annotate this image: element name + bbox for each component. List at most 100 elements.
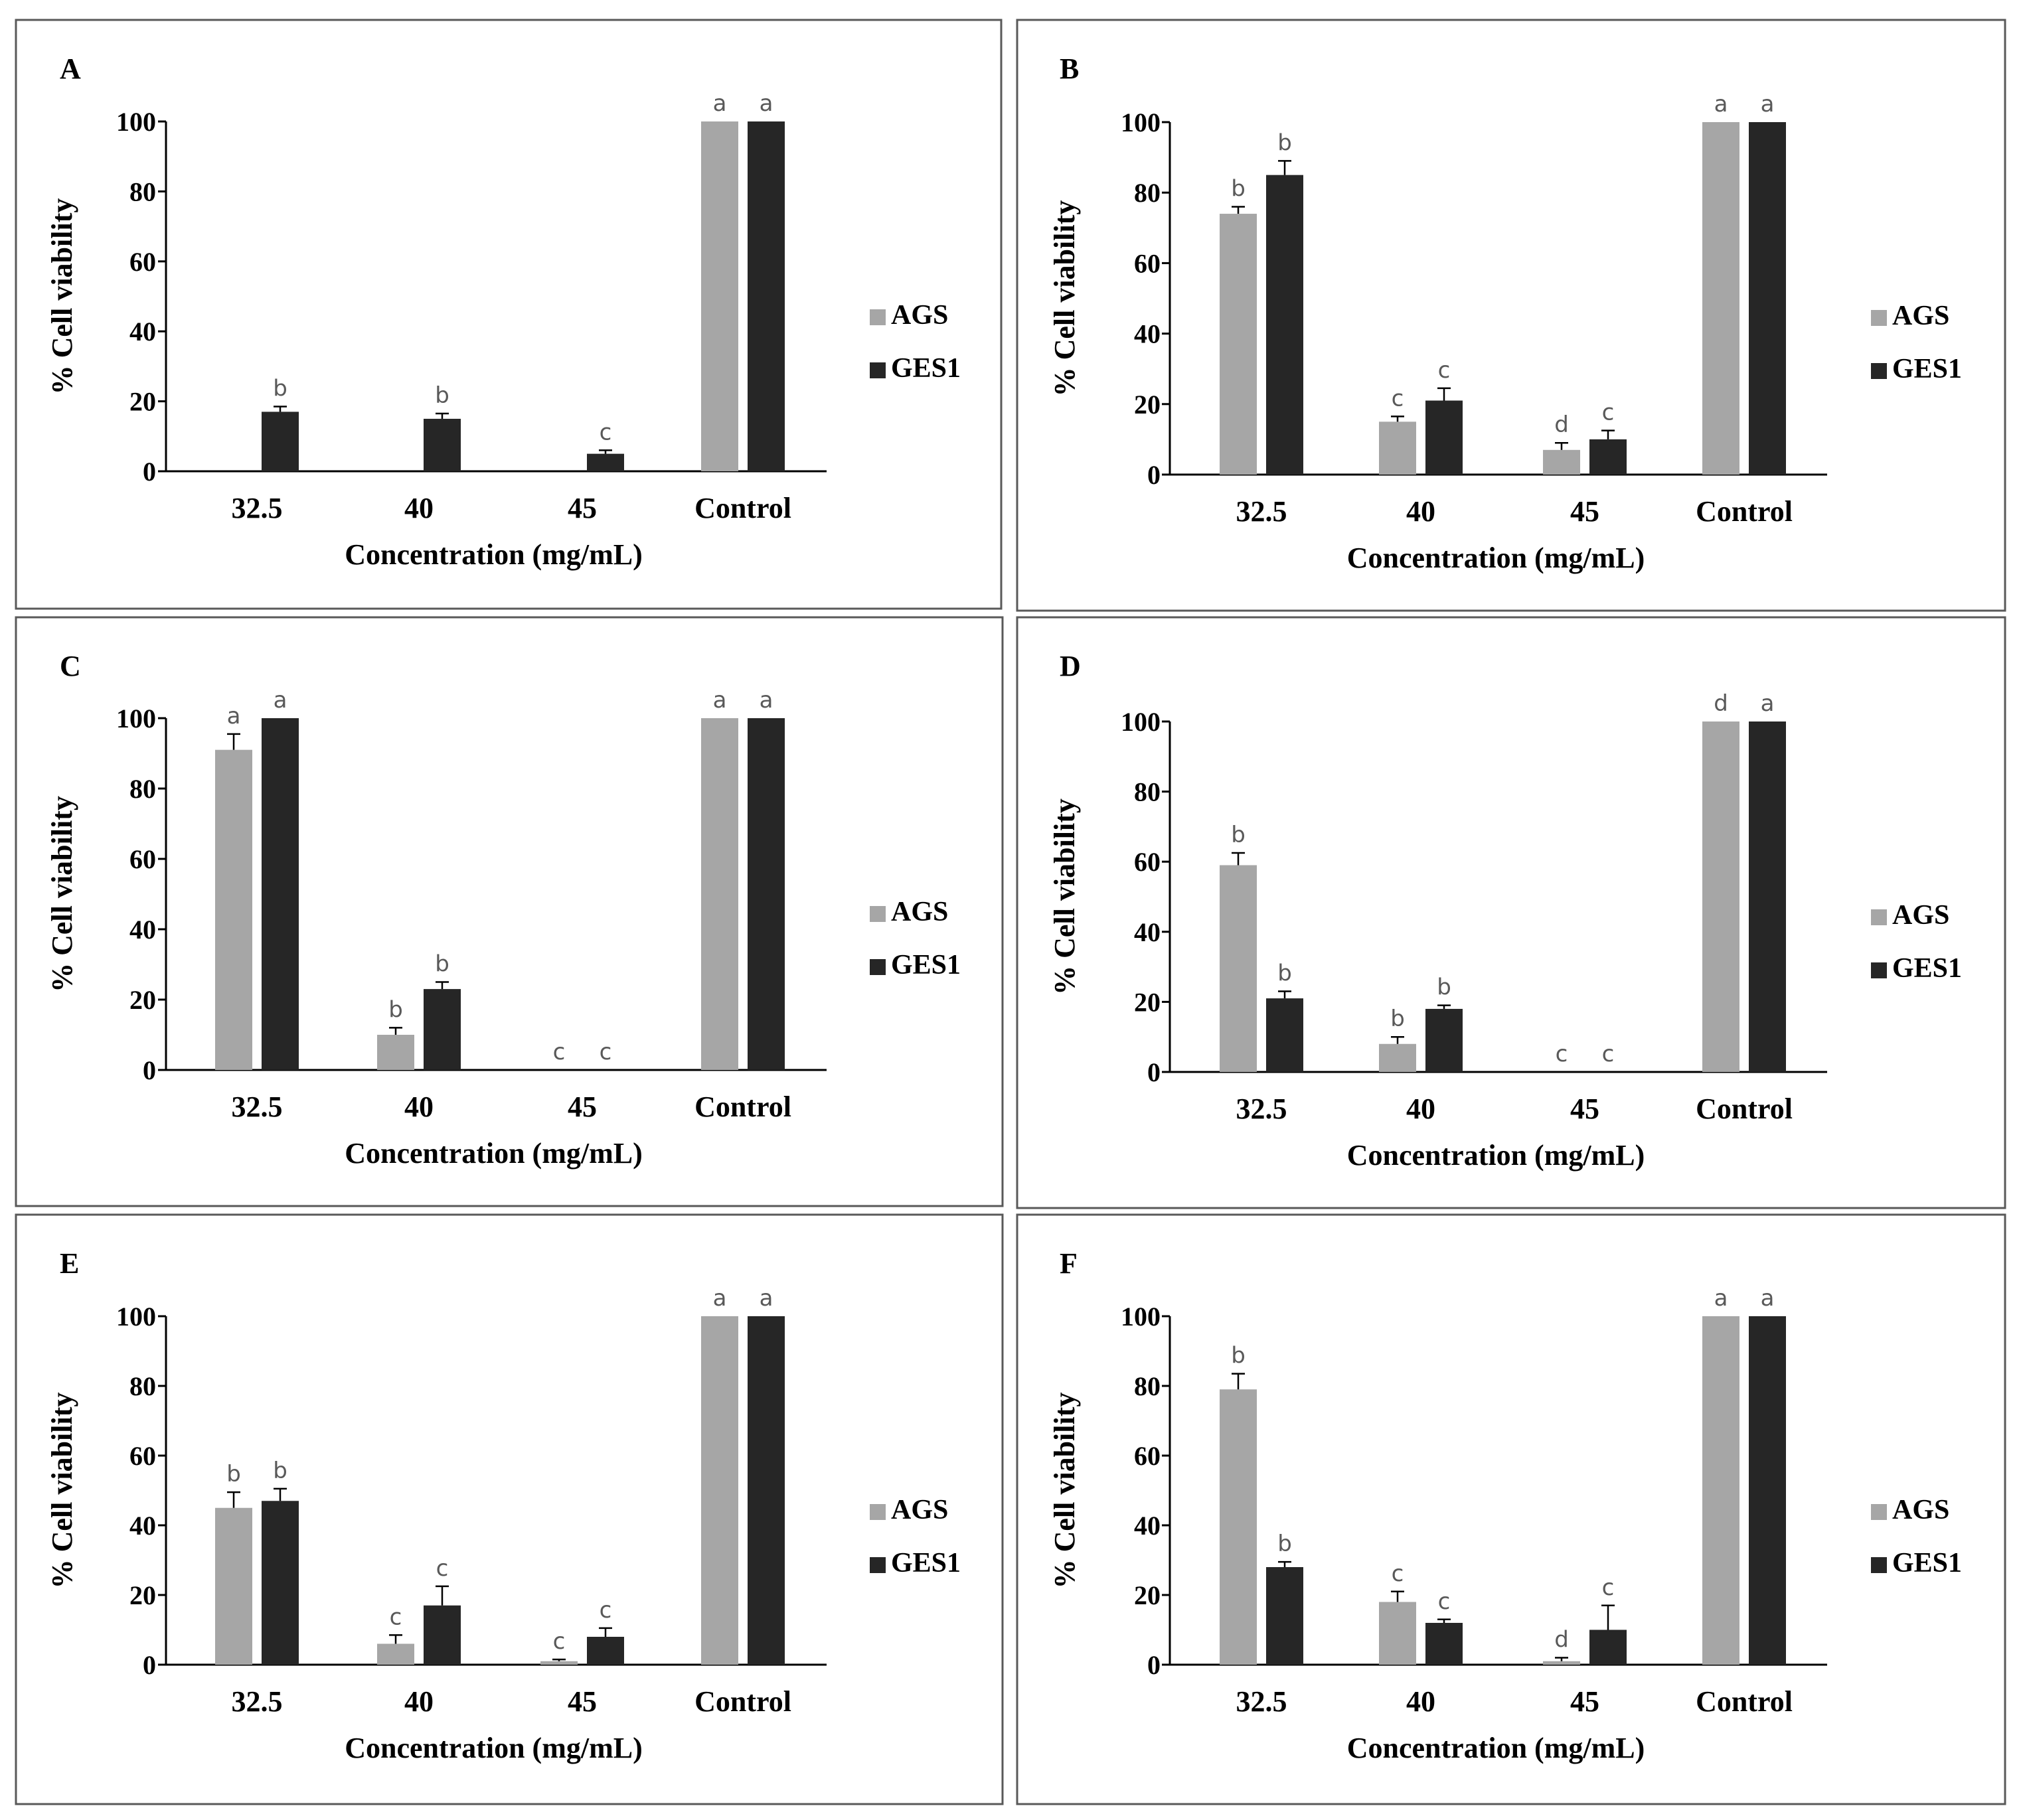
y-tick-label: 80: [1134, 178, 1161, 208]
legend-swatch-ags: [1871, 909, 1887, 925]
x-tick-label: 40: [404, 1685, 434, 1718]
bar-ges1: [1266, 1567, 1303, 1665]
significance-letter: a: [760, 1285, 773, 1312]
bar-ges1: [262, 412, 299, 471]
y-tick-label: 20: [129, 387, 156, 417]
panel-label: D: [1060, 650, 1081, 682]
significance-letter: a: [713, 90, 727, 117]
significance-letter: c: [436, 1555, 449, 1582]
bar-ags: [377, 1643, 414, 1665]
y-tick-label: 100: [1121, 707, 1161, 737]
y-axis-title: % Cell viability: [46, 198, 78, 395]
panel-frame: [15, 1213, 1004, 1805]
x-tick-label: 45: [568, 1685, 597, 1718]
bar-ags: [1702, 721, 1739, 1072]
bar-ges1: [1589, 439, 1627, 475]
y-tick-label: 20: [1134, 1580, 1161, 1610]
legend-label-ges1: GES1: [891, 353, 961, 384]
legend-swatch-ges1: [1871, 962, 1887, 978]
legend-label-ges1: GES1: [1892, 1548, 1962, 1578]
y-tick-label: 80: [1134, 777, 1161, 807]
panel-c: C 0 20 40 60 80 100 % Cell viability a a 32.5 b b 40 c…: [15, 616, 1004, 1207]
bar-ges1: [424, 1605, 461, 1665]
bar-ges1: [1749, 122, 1786, 475]
legend-swatch-ges1: [870, 1557, 886, 1573]
y-tick-label: 0: [143, 1055, 156, 1085]
y-axis-title: % Cell viability: [1048, 1393, 1081, 1589]
y-tick-label: 80: [129, 1371, 156, 1401]
panel-frame: [1016, 1213, 2006, 1805]
panel-label: F: [1060, 1247, 1078, 1280]
panel-label: E: [60, 1247, 79, 1280]
y-tick-label: 0: [1147, 1057, 1161, 1087]
y-tick-label: 60: [1134, 248, 1161, 278]
significance-letter: a: [1761, 690, 1775, 717]
significance-letter: b: [435, 382, 449, 409]
bar-ges1: [748, 121, 785, 471]
y-tick-label: 60: [129, 1441, 156, 1471]
legend-label-ges1: GES1: [891, 950, 961, 980]
y-tick-label: 40: [129, 915, 156, 945]
x-tick-label: 32.5: [232, 492, 283, 524]
significance-letter: b: [226, 1461, 241, 1487]
panel-label: A: [60, 52, 81, 85]
bar-ags: [215, 1507, 252, 1665]
legend-label-ges1: GES1: [1892, 953, 1962, 984]
significance-letter: c: [600, 419, 612, 445]
x-axis-title: Concentration (mg/mL): [345, 1732, 643, 1764]
y-tick-label: 20: [129, 1580, 156, 1610]
legend-swatch-ags: [870, 309, 886, 325]
significance-letter: c: [1602, 1574, 1615, 1601]
significance-letter: a: [713, 687, 727, 714]
legend-label-ges1: GES1: [1892, 354, 1962, 384]
y-tick-label: 100: [116, 704, 156, 733]
y-tick-label: 40: [129, 317, 156, 346]
x-axis-title: Concentration (mg/mL): [1347, 1732, 1645, 1764]
significance-letter: c: [553, 1039, 566, 1065]
legend-swatch-ags: [1871, 1504, 1887, 1520]
significance-letter: a: [713, 1285, 727, 1312]
y-tick-label: 0: [143, 457, 156, 487]
x-tick-label: 45: [568, 1091, 597, 1123]
significance-letter: c: [1602, 1041, 1615, 1067]
bar-ags: [701, 718, 738, 1070]
significance-letter: c: [600, 1597, 612, 1624]
x-tick-label: 40: [1406, 1685, 1435, 1718]
x-axis-title: Concentration (mg/mL): [345, 1137, 643, 1170]
panel-e: E 0 20 40 60 80 100 % Cell viability b b 32.5 c c 40 c…: [15, 1213, 1004, 1805]
significance-letter: c: [390, 1604, 402, 1630]
bar-ags: [1379, 1043, 1416, 1072]
bar-ags: [1379, 1602, 1416, 1665]
bar-ges1: [587, 1637, 624, 1665]
bar-ags: [1543, 1661, 1580, 1665]
bar-ges1: [587, 453, 624, 471]
significance-letter: b: [388, 996, 403, 1023]
significance-letter: b: [1231, 175, 1246, 202]
significance-letter: c: [1438, 357, 1451, 384]
y-axis-title: % Cell viability: [1048, 798, 1081, 995]
bar-ges1: [262, 718, 299, 1070]
x-tick-label: 40: [404, 1091, 434, 1123]
bar-ges1: [424, 418, 461, 471]
x-tick-label: Control: [1696, 1685, 1793, 1718]
significance-letter: a: [1714, 91, 1728, 117]
significance-letter: a: [1714, 1285, 1728, 1312]
significance-letter: c: [553, 1628, 566, 1655]
significance-letter: b: [1277, 960, 1292, 987]
panel-frame: [1016, 616, 2006, 1209]
significance-letter: b: [273, 376, 287, 402]
significance-letter: d: [1554, 1627, 1569, 1653]
x-tick-label: 45: [1570, 495, 1599, 528]
y-tick-label: 40: [129, 1511, 156, 1541]
legend-label-ags: AGS: [891, 897, 948, 927]
bar-ags: [701, 1316, 738, 1665]
legend-swatch-ges1: [870, 362, 886, 378]
bar-ges1: [1266, 998, 1303, 1072]
legend-label-ags: AGS: [891, 1495, 948, 1525]
significance-letter: b: [273, 1458, 287, 1484]
significance-letter: c: [1392, 385, 1404, 412]
bar-ges1: [1425, 1008, 1463, 1072]
x-tick-label: Control: [1696, 495, 1793, 528]
legend-swatch-ags: [870, 1504, 886, 1520]
panel-b: B 0 20 40 60 80 100 % Cell viability b b 32.5 c c 40 d…: [1016, 19, 2006, 612]
